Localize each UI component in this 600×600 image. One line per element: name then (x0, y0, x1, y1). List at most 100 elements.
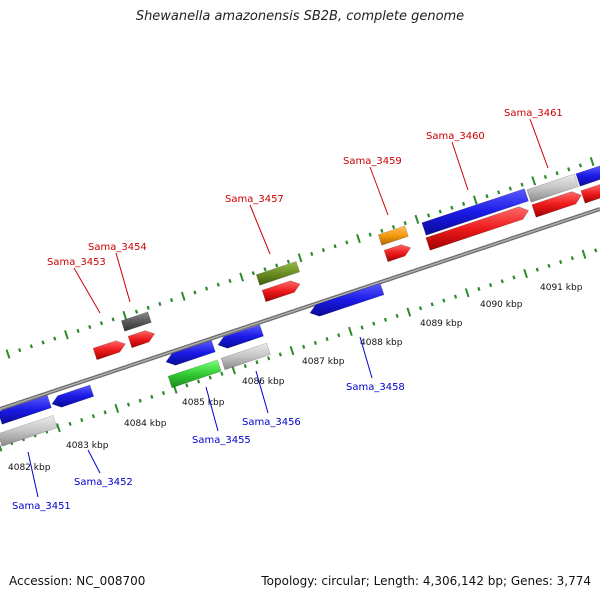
lower-track-tick (395, 313, 399, 318)
lower-track-tick (360, 325, 364, 330)
scale-label: 4085 kbp (182, 398, 225, 408)
upper-track-tick (251, 271, 255, 276)
lower-track-tick (267, 356, 271, 361)
upper-track-tick (18, 348, 22, 353)
upper-track-tick (53, 336, 57, 341)
upper-track-tick (29, 344, 33, 349)
lower-track-tick (278, 352, 282, 357)
lower-track-tick (547, 263, 551, 268)
label-leader (359, 336, 373, 379)
lower-track-tick (453, 294, 458, 299)
lower-track-tick (337, 333, 341, 338)
gene-sama-3451-upper (0, 395, 52, 425)
label-leader (249, 204, 271, 255)
label-leader (369, 166, 389, 216)
map-title: Shewanella amazonensis SB2B, complete ge… (135, 9, 465, 24)
lower-track-tick (103, 410, 107, 415)
lower-track-tick (150, 394, 154, 399)
upper-track-tick (111, 317, 115, 322)
upper-track-tick (520, 182, 524, 187)
lower-track-tick (477, 286, 481, 292)
scale-label: 4086 kbp (242, 377, 285, 387)
gene-sama-3460-inner (425, 206, 530, 251)
label-leader (255, 370, 269, 414)
lower-track-tick (196, 379, 201, 384)
label-leader (73, 267, 101, 314)
upper-track-tick (297, 253, 303, 263)
upper-track-tick (99, 321, 104, 326)
upper-track-tick (158, 301, 162, 307)
lower-track-tick (430, 302, 434, 307)
upper-track-tick (450, 205, 454, 210)
scale-label: 4091 kbp (540, 283, 583, 293)
upper-track-tick (169, 298, 174, 303)
upper-track-tick (275, 263, 279, 268)
upper-track-tick (345, 240, 349, 245)
gene-sama-3453 (92, 340, 126, 361)
lower-track-tick (220, 371, 224, 376)
gene-sama-3458 (309, 282, 385, 317)
upper-track-tick (204, 286, 209, 291)
gene-red-edge (580, 184, 600, 204)
upper-track-tick (88, 325, 92, 330)
upper-track-tick (403, 221, 407, 226)
lower-track-tick (313, 340, 317, 345)
lower-track-tick (418, 306, 423, 311)
lower-track-tick (208, 375, 212, 380)
upper-track-tick (589, 157, 595, 167)
upper-track-tick (531, 176, 537, 186)
gene-label: Sama_3452 (74, 477, 133, 488)
upper-track-tick (64, 330, 69, 340)
lower-track-tick (535, 267, 539, 272)
upper-track-tick (567, 167, 571, 172)
gene-sama-3457-inner (261, 280, 301, 303)
lower-track-tick (594, 248, 598, 253)
upper-track-tick (555, 171, 559, 176)
upper-track-tick (368, 232, 372, 237)
lower-track-tick (255, 360, 259, 365)
upper-track-tick (263, 267, 267, 272)
lower-track-tick (559, 259, 563, 265)
upper-track-tick (76, 328, 80, 333)
upper-track-tick (414, 214, 420, 224)
lower-track-tick (406, 307, 412, 317)
upper-track-tick (193, 290, 197, 295)
gene-sama-3454 (120, 311, 152, 332)
gene-sama-3456 (220, 342, 271, 371)
gene-label: Sama_3456 (242, 417, 301, 428)
gene-sama-3459 (377, 225, 409, 246)
backbone-highlight (0, 208, 600, 410)
lower-track-tick (0, 443, 3, 452)
upper-track-tick (426, 213, 431, 218)
lower-track-tick (302, 344, 306, 349)
gene-label: Sama_3461 (504, 108, 563, 119)
gene-sama-3457 (255, 261, 300, 286)
gene-sama-3455-upper (165, 340, 216, 366)
gene-sama-3460 (421, 188, 529, 236)
gene-sama-3459-inner (383, 244, 412, 263)
upper-track-tick (472, 195, 478, 205)
lower-track-tick (488, 283, 493, 288)
label-leader (87, 449, 101, 474)
gene-sama-3461-inner (531, 191, 582, 218)
upper-track-tick (228, 278, 232, 283)
lower-track-tick (570, 256, 574, 261)
lower-track-tick (80, 417, 84, 423)
gene-sama-3455 (167, 359, 222, 389)
upper-track-tick (41, 340, 45, 345)
gene-label: Sama_3458 (346, 382, 405, 393)
upper-track-tick (462, 201, 466, 206)
accession-text: Accession: NC_008700 (9, 574, 146, 588)
lower-track-tick (372, 321, 376, 326)
label-leader (205, 386, 219, 432)
upper-track-tick (239, 272, 245, 282)
lower-track-tick (581, 249, 587, 259)
label-leader (529, 118, 549, 169)
upper-track-tick (216, 282, 220, 287)
gene-sama-3461 (526, 173, 579, 203)
lower-track-tick (289, 346, 295, 356)
gene-sama-3454-inner (127, 330, 156, 349)
lower-track-tick (325, 337, 329, 342)
gene-label: Sama_3457 (225, 194, 284, 205)
upper-track-tick (380, 228, 384, 233)
